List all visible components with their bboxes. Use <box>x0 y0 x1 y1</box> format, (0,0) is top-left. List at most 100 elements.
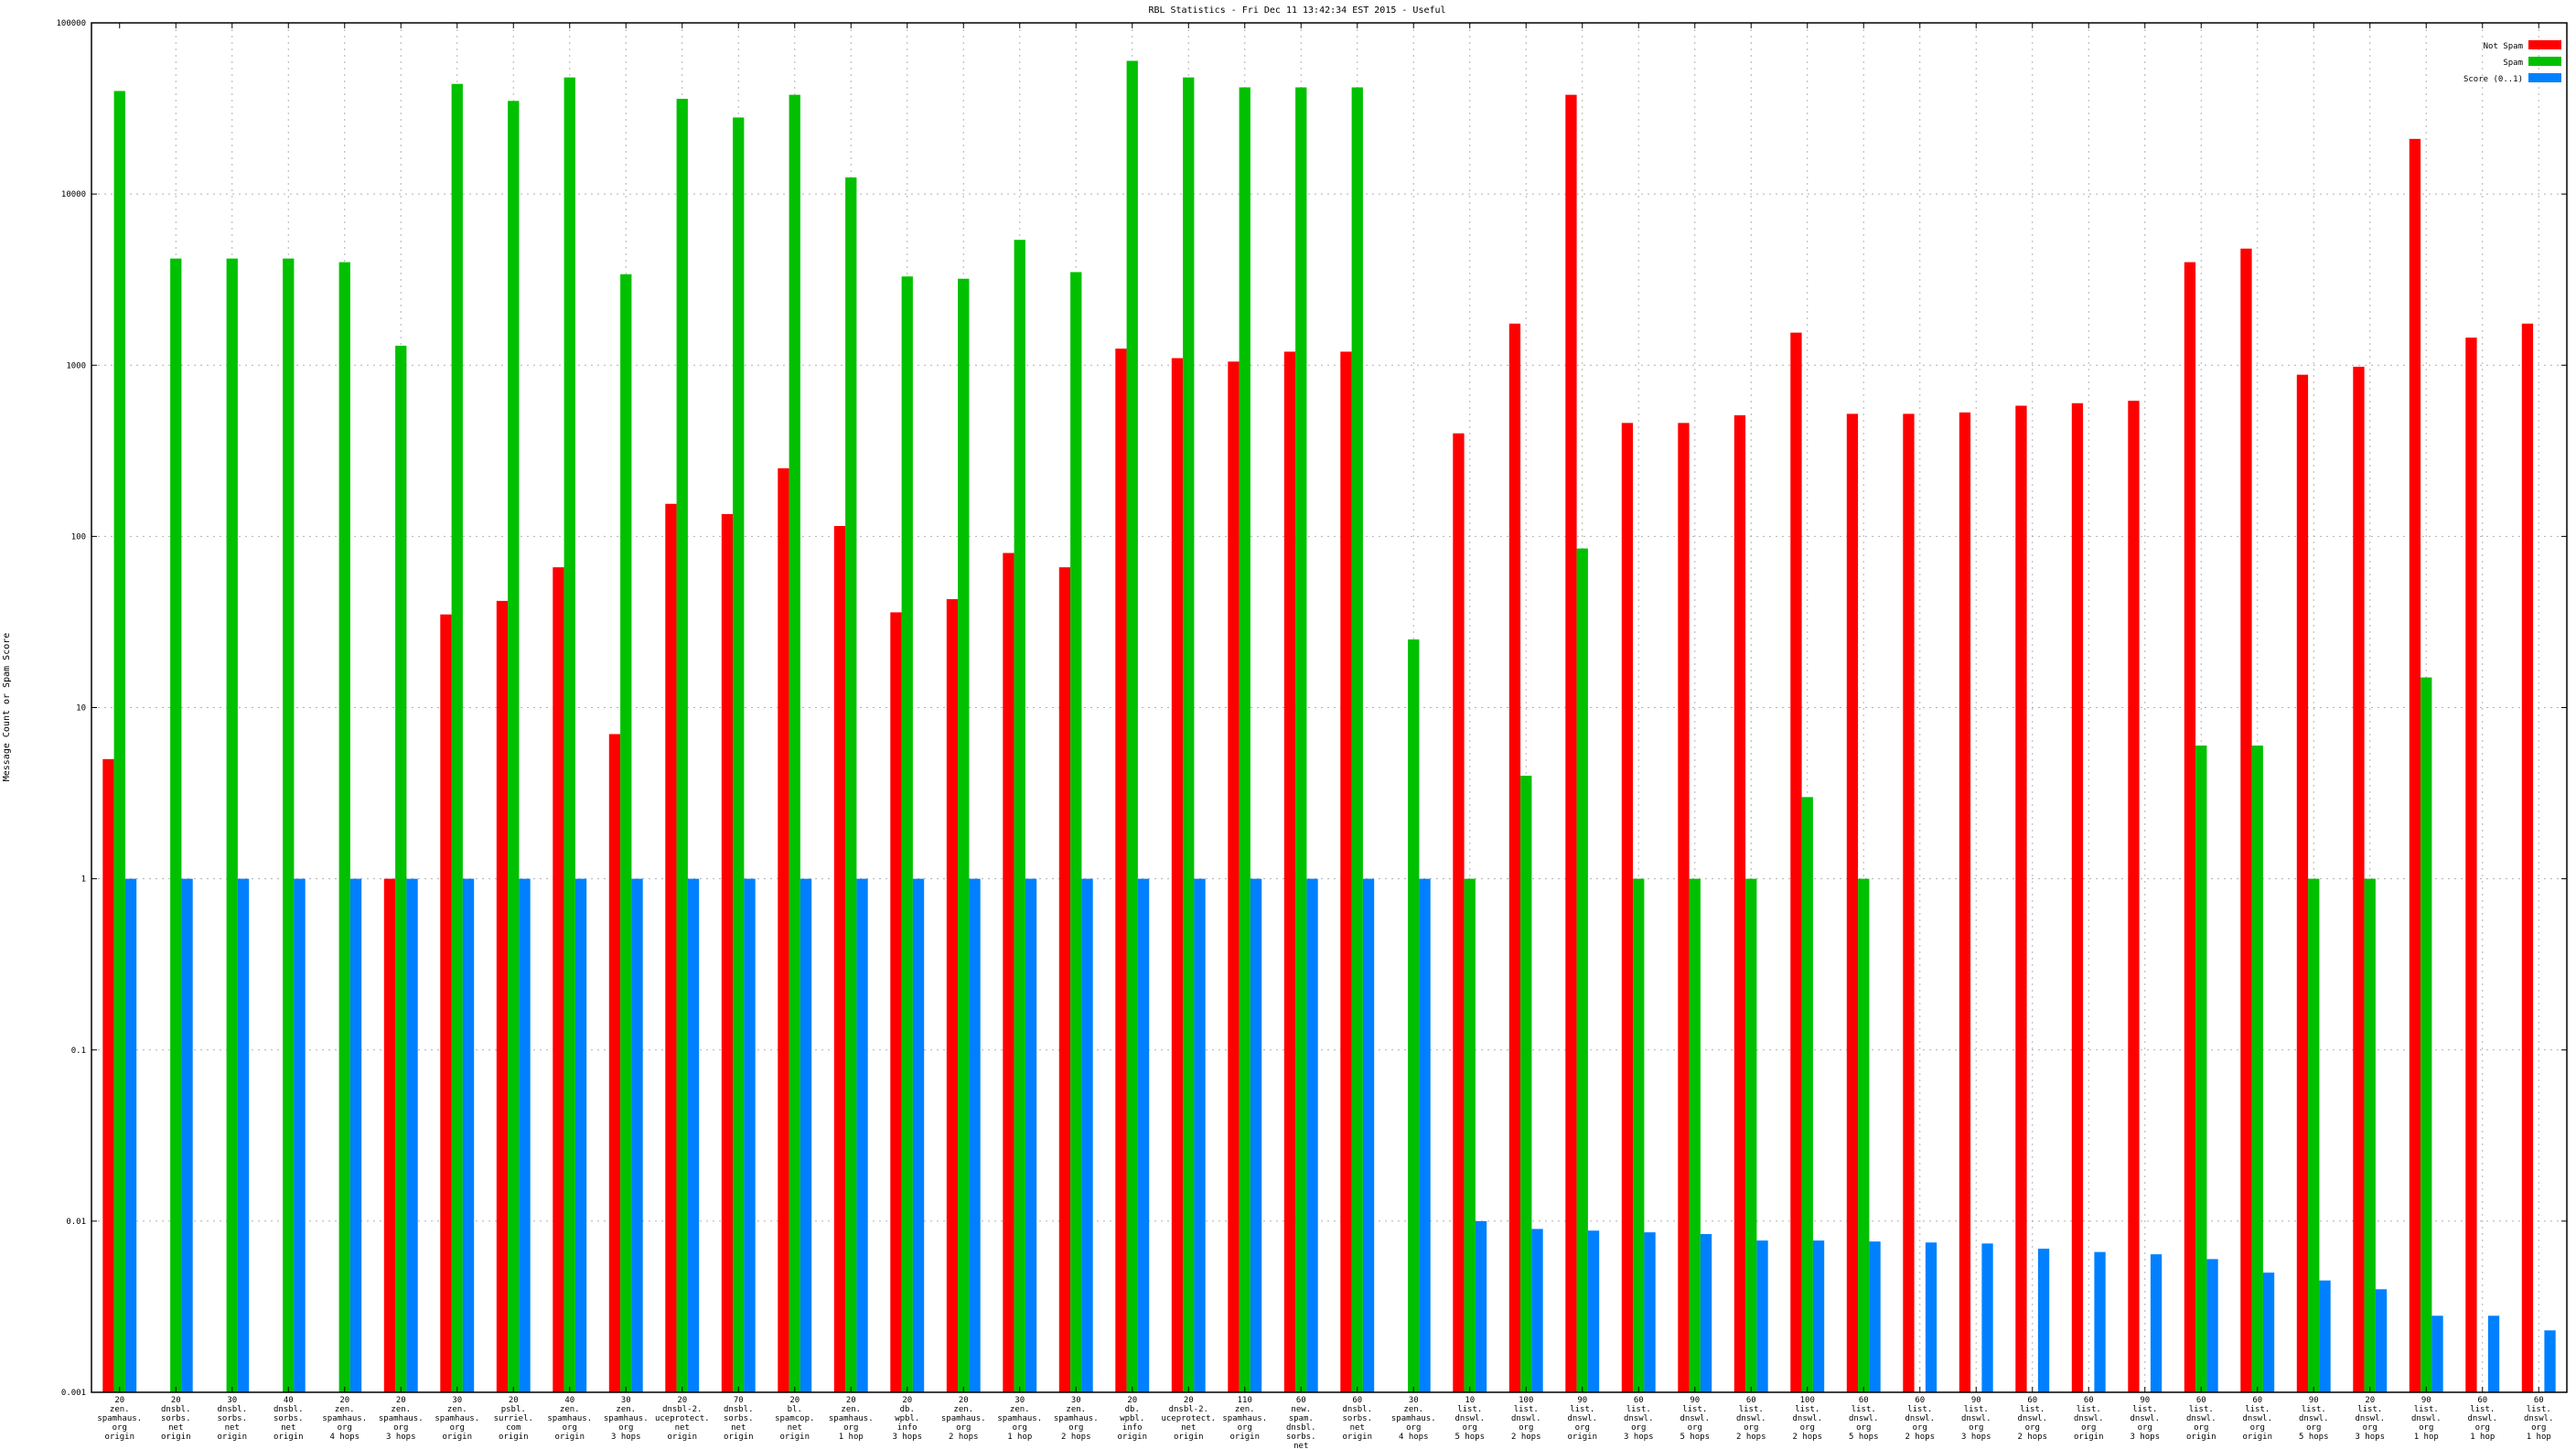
x-category-label: 30 zen. spamhaus. org 3 hops <box>604 1396 649 1442</box>
bar-not-spam <box>1678 423 1690 1392</box>
y-tick-label: 0.001 <box>61 1389 86 1398</box>
bar-not-spam <box>383 878 396 1392</box>
bar-spam <box>958 278 970 1392</box>
bar-spam <box>733 117 745 1392</box>
bar-score-0-1 <box>406 878 418 1392</box>
bar-not-spam <box>2521 323 2534 1393</box>
x-category-label: 100 list. dnswl. org 2 hops <box>1792 1396 1822 1442</box>
bar-score-0-1 <box>124 878 137 1392</box>
bar-not-spam <box>946 598 959 1392</box>
bar-spam <box>1295 87 1307 1392</box>
x-category-label: 20 zen. spamhaus. org 2 hops <box>941 1396 986 1442</box>
x-category-label: 60 list. dnswl. org 2 hops <box>1905 1396 1935 1442</box>
bar-score-0-1 <box>1025 878 1037 1392</box>
x-category-label: 30 zen. spamhaus. org 4 hops <box>1391 1396 1436 1442</box>
x-category-label: 110 zen. spamhaus. org origin <box>1222 1396 1267 1442</box>
bar-score-0-1 <box>1869 1241 1881 1392</box>
bar-not-spam <box>2240 248 2252 1393</box>
bar-score-0-1 <box>1700 1234 1712 1392</box>
bar-score-0-1 <box>1756 1240 1768 1392</box>
bar-not-spam <box>2409 138 2421 1392</box>
y-tick-label: 0.01 <box>66 1218 86 1227</box>
legend-entry-label: Not Spam <box>2484 42 2523 51</box>
bar-score-0-1 <box>1362 878 1375 1392</box>
bar-not-spam <box>102 758 114 1392</box>
bar-not-spam <box>1453 433 1465 1392</box>
bar-score-0-1 <box>1475 1220 1487 1392</box>
bar-score-0-1 <box>2487 1315 2500 1392</box>
x-category-label: 30 dnsbl. sorbs. net origin <box>217 1396 247 1442</box>
bar-spam <box>508 101 520 1392</box>
x-category-label: 90 list. dnswl. org 1 hop <box>2411 1396 2442 1442</box>
bar-not-spam <box>1508 323 1521 1393</box>
x-category-label: 20 bl. spamcop. net origin <box>775 1396 814 1442</box>
x-category-label: 60 list. dnswl. org origin <box>2186 1396 2216 1442</box>
y-axis-label: Message Count or Spam Score <box>2 633 12 782</box>
bar-score-0-1 <box>1081 878 1093 1392</box>
x-category-label: 60 list. dnswl. org 5 hops <box>1849 1396 1879 1442</box>
x-category-label: 60 list. dnswl. org 1 hop <box>2467 1396 2497 1442</box>
bar-score-0-1 <box>1812 1240 1825 1392</box>
bar-score-0-1 <box>349 878 362 1392</box>
bar-spam <box>1126 60 1138 1393</box>
x-category-label: 10 list. dnswl. org 5 hops <box>1454 1396 1485 1442</box>
bar-not-spam <box>833 526 846 1392</box>
x-category-label: 20 psbl. surriel. com origin <box>494 1396 533 1442</box>
bar-spam <box>2195 746 2207 1392</box>
legend-swatch <box>2528 40 2561 49</box>
legend-entry-label: Spam <box>2503 59 2523 68</box>
bar-score-0-1 <box>2431 1315 2443 1392</box>
bar-spam <box>1014 240 1025 1392</box>
x-category-label: 60 dnsbl. sorbs. net origin <box>1342 1396 1372 1442</box>
bar-spam <box>226 258 238 1392</box>
bar-not-spam <box>2296 374 2309 1392</box>
bar-spam <box>901 276 913 1392</box>
bar-score-0-1 <box>2262 1272 2275 1392</box>
bar-score-0-1 <box>1925 1242 1937 1392</box>
bar-score-0-1 <box>2094 1251 2106 1392</box>
x-category-label: 20 dnsbl-2. uceprotect. net origin <box>1161 1396 1216 1442</box>
bar-score-0-1 <box>1194 878 1206 1392</box>
bar-score-0-1 <box>2375 1289 2388 1392</box>
y-tick-label: 0.1 <box>71 1046 86 1056</box>
bar-not-spam <box>2071 402 2084 1393</box>
y-tick-label: 100000 <box>56 19 86 28</box>
bar-not-spam <box>721 513 734 1392</box>
x-category-label: 90 list. dnswl. org 5 hops <box>2299 1396 2329 1442</box>
bar-score-0-1 <box>574 878 587 1392</box>
bar-not-spam <box>496 600 509 1392</box>
bar-not-spam <box>2465 338 2477 1393</box>
x-category-label: 60 list. dnswl. org 3 hops <box>1624 1396 1654 1442</box>
bar-spam <box>564 77 575 1393</box>
bar-spam <box>1520 775 1532 1392</box>
bar-spam <box>1239 87 1250 1392</box>
bar-not-spam <box>778 467 789 1392</box>
bar-spam <box>338 262 350 1392</box>
bar-score-0-1 <box>519 878 531 1392</box>
bar-not-spam <box>2128 401 2140 1393</box>
bar-score-0-1 <box>181 878 193 1392</box>
bar-spam <box>451 83 463 1393</box>
bar-spam <box>395 345 407 1392</box>
legend-entry-label: Score (0..1) <box>2463 75 2523 84</box>
bar-score-0-1 <box>2544 1330 2556 1392</box>
x-category-label: 20 db. wpbl. info origin <box>1117 1396 1147 1442</box>
bar-score-0-1 <box>294 878 306 1392</box>
bar-not-spam <box>2184 262 2196 1392</box>
x-category-label: 100 list. dnswl. org 2 hops <box>1511 1396 1541 1442</box>
x-category-label: 20 db. wpbl. info 3 hops <box>892 1396 922 1442</box>
bar-score-0-1 <box>1531 1229 1543 1392</box>
bar-score-0-1 <box>1419 878 1431 1392</box>
bar-spam <box>1801 797 1813 1392</box>
bar-spam <box>1464 878 1476 1392</box>
bar-not-spam <box>890 612 902 1392</box>
bar-not-spam <box>1283 351 1296 1392</box>
bar-spam <box>2308 878 2320 1392</box>
bar-spam <box>2420 677 2432 1392</box>
bar-score-0-1 <box>1250 878 1262 1392</box>
category-label-layer: 20 zen. spamhaus. org origin 20 dnsbl. sorbs. ne… <box>97 1396 2553 1449</box>
bar-not-spam <box>553 567 564 1392</box>
bar-spam <box>789 94 800 1392</box>
